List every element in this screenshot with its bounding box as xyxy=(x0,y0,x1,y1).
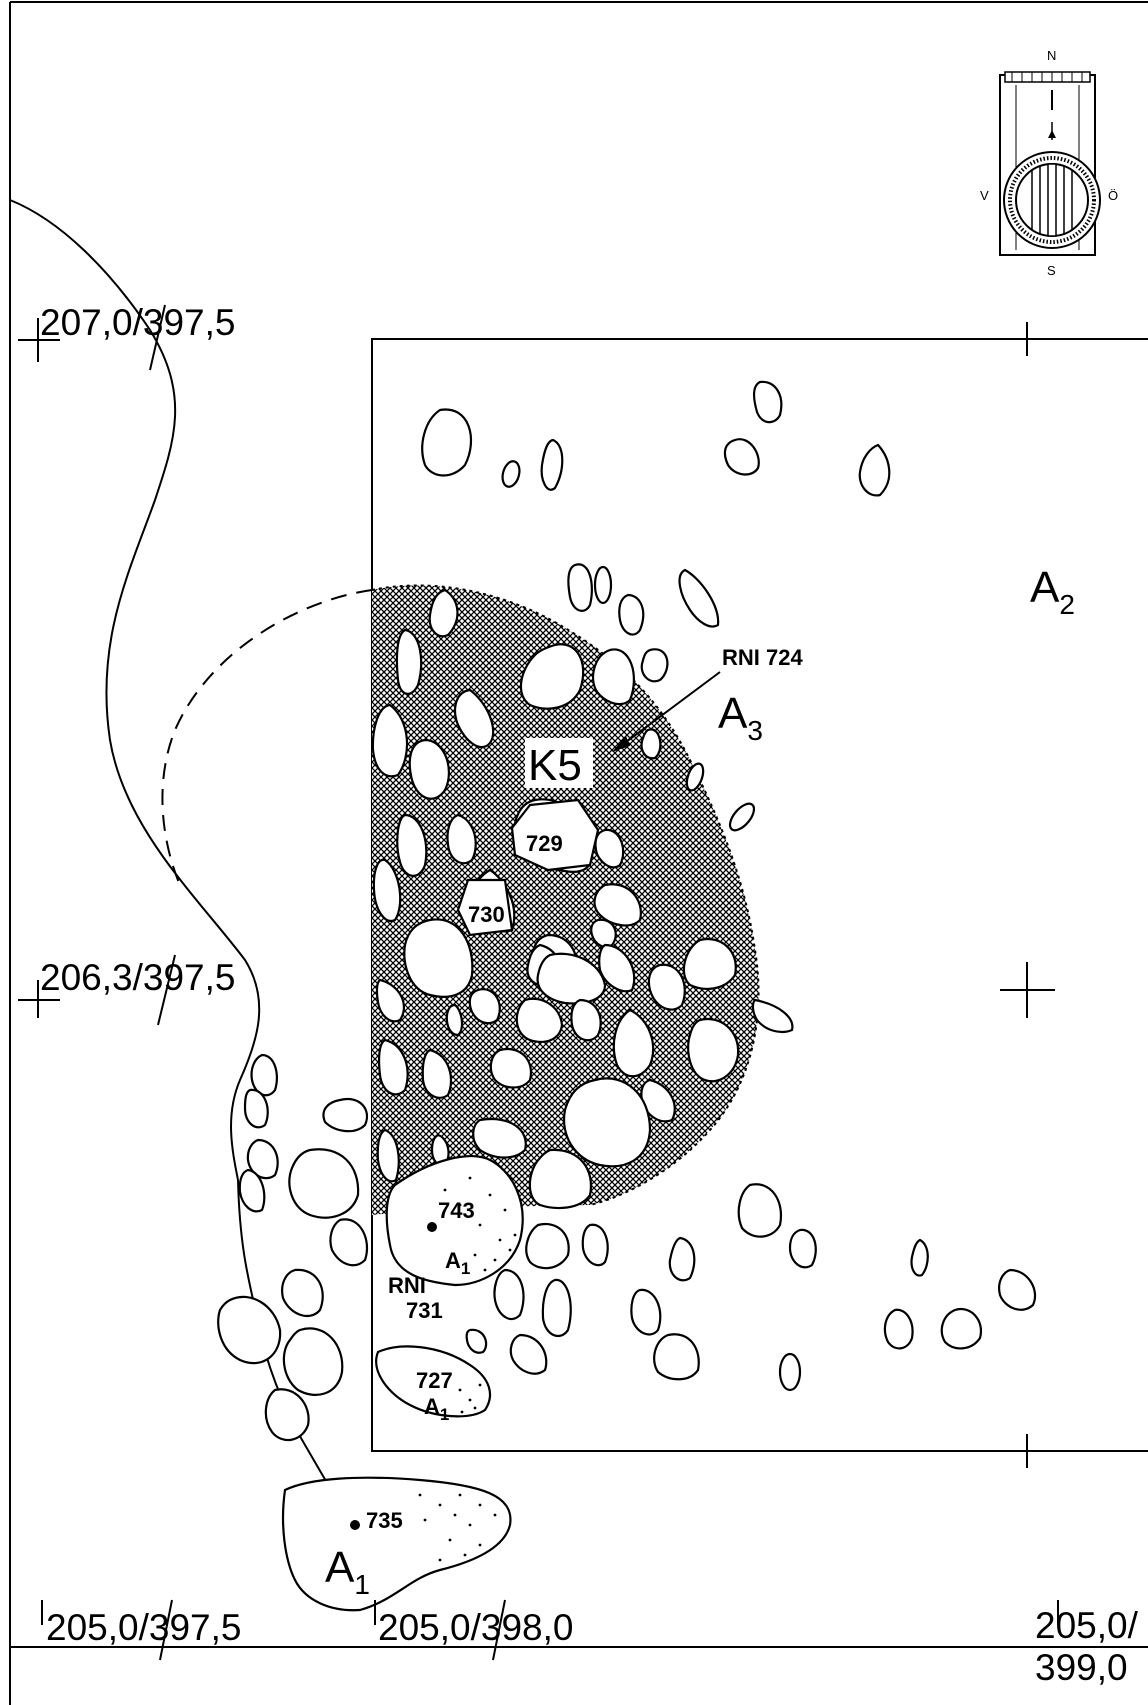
label-stone-727: 727 xyxy=(416,1368,453,1393)
coord-bottom-right-bottom: 399,0 xyxy=(1035,1647,1128,1688)
arrow-head xyxy=(612,736,630,752)
stipple-a1 xyxy=(418,1176,517,1562)
coord-bottom-right-top: 205,0/ xyxy=(1035,1605,1139,1646)
feature-k5-area xyxy=(372,585,759,1215)
label-a1-743: A1 xyxy=(445,1248,470,1278)
label-stone-743: 743 xyxy=(438,1198,475,1223)
compass-south: S xyxy=(1047,263,1056,278)
coord-mid-left: 206,3/397,5 xyxy=(40,957,235,998)
grid-crosses xyxy=(18,318,1059,1625)
label-a2: A2 xyxy=(1030,563,1075,620)
label-a3: A3 xyxy=(718,689,763,746)
coord-bottom-mid: 205,0/398,0 xyxy=(378,1607,573,1648)
compass-north: N xyxy=(1047,48,1056,63)
label-k5: K5 xyxy=(528,741,582,790)
feature-k5-boundary xyxy=(371,584,760,1206)
label-rni-724: RNI 724 xyxy=(722,645,803,670)
feature-k5-extension xyxy=(161,589,373,891)
label-rni-731-line2: 731 xyxy=(406,1298,443,1323)
boundary-curve xyxy=(9,199,261,1181)
coord-bottom-left: 205,0/397,5 xyxy=(46,1607,241,1648)
point-735 xyxy=(350,1520,360,1530)
sheet-frame xyxy=(9,1,1148,1705)
compass-icon: N S V Ö xyxy=(980,48,1118,278)
label-stone-730: 730 xyxy=(468,902,505,927)
label-stone-729: 729 xyxy=(526,831,563,856)
compass-west: V xyxy=(980,188,989,203)
coord-top-left: 207,0/397,5 xyxy=(40,302,235,343)
point-743 xyxy=(427,1222,437,1232)
k5-label-bg xyxy=(525,738,593,788)
label-stone-735: 735 xyxy=(366,1508,403,1533)
compass-east: Ö xyxy=(1108,188,1118,203)
label-a1-727: A1 xyxy=(424,1394,449,1424)
label-a1-large: A1 xyxy=(325,1543,370,1600)
stones xyxy=(217,380,1036,1612)
label-rni-731-line1: RNI xyxy=(388,1273,426,1298)
